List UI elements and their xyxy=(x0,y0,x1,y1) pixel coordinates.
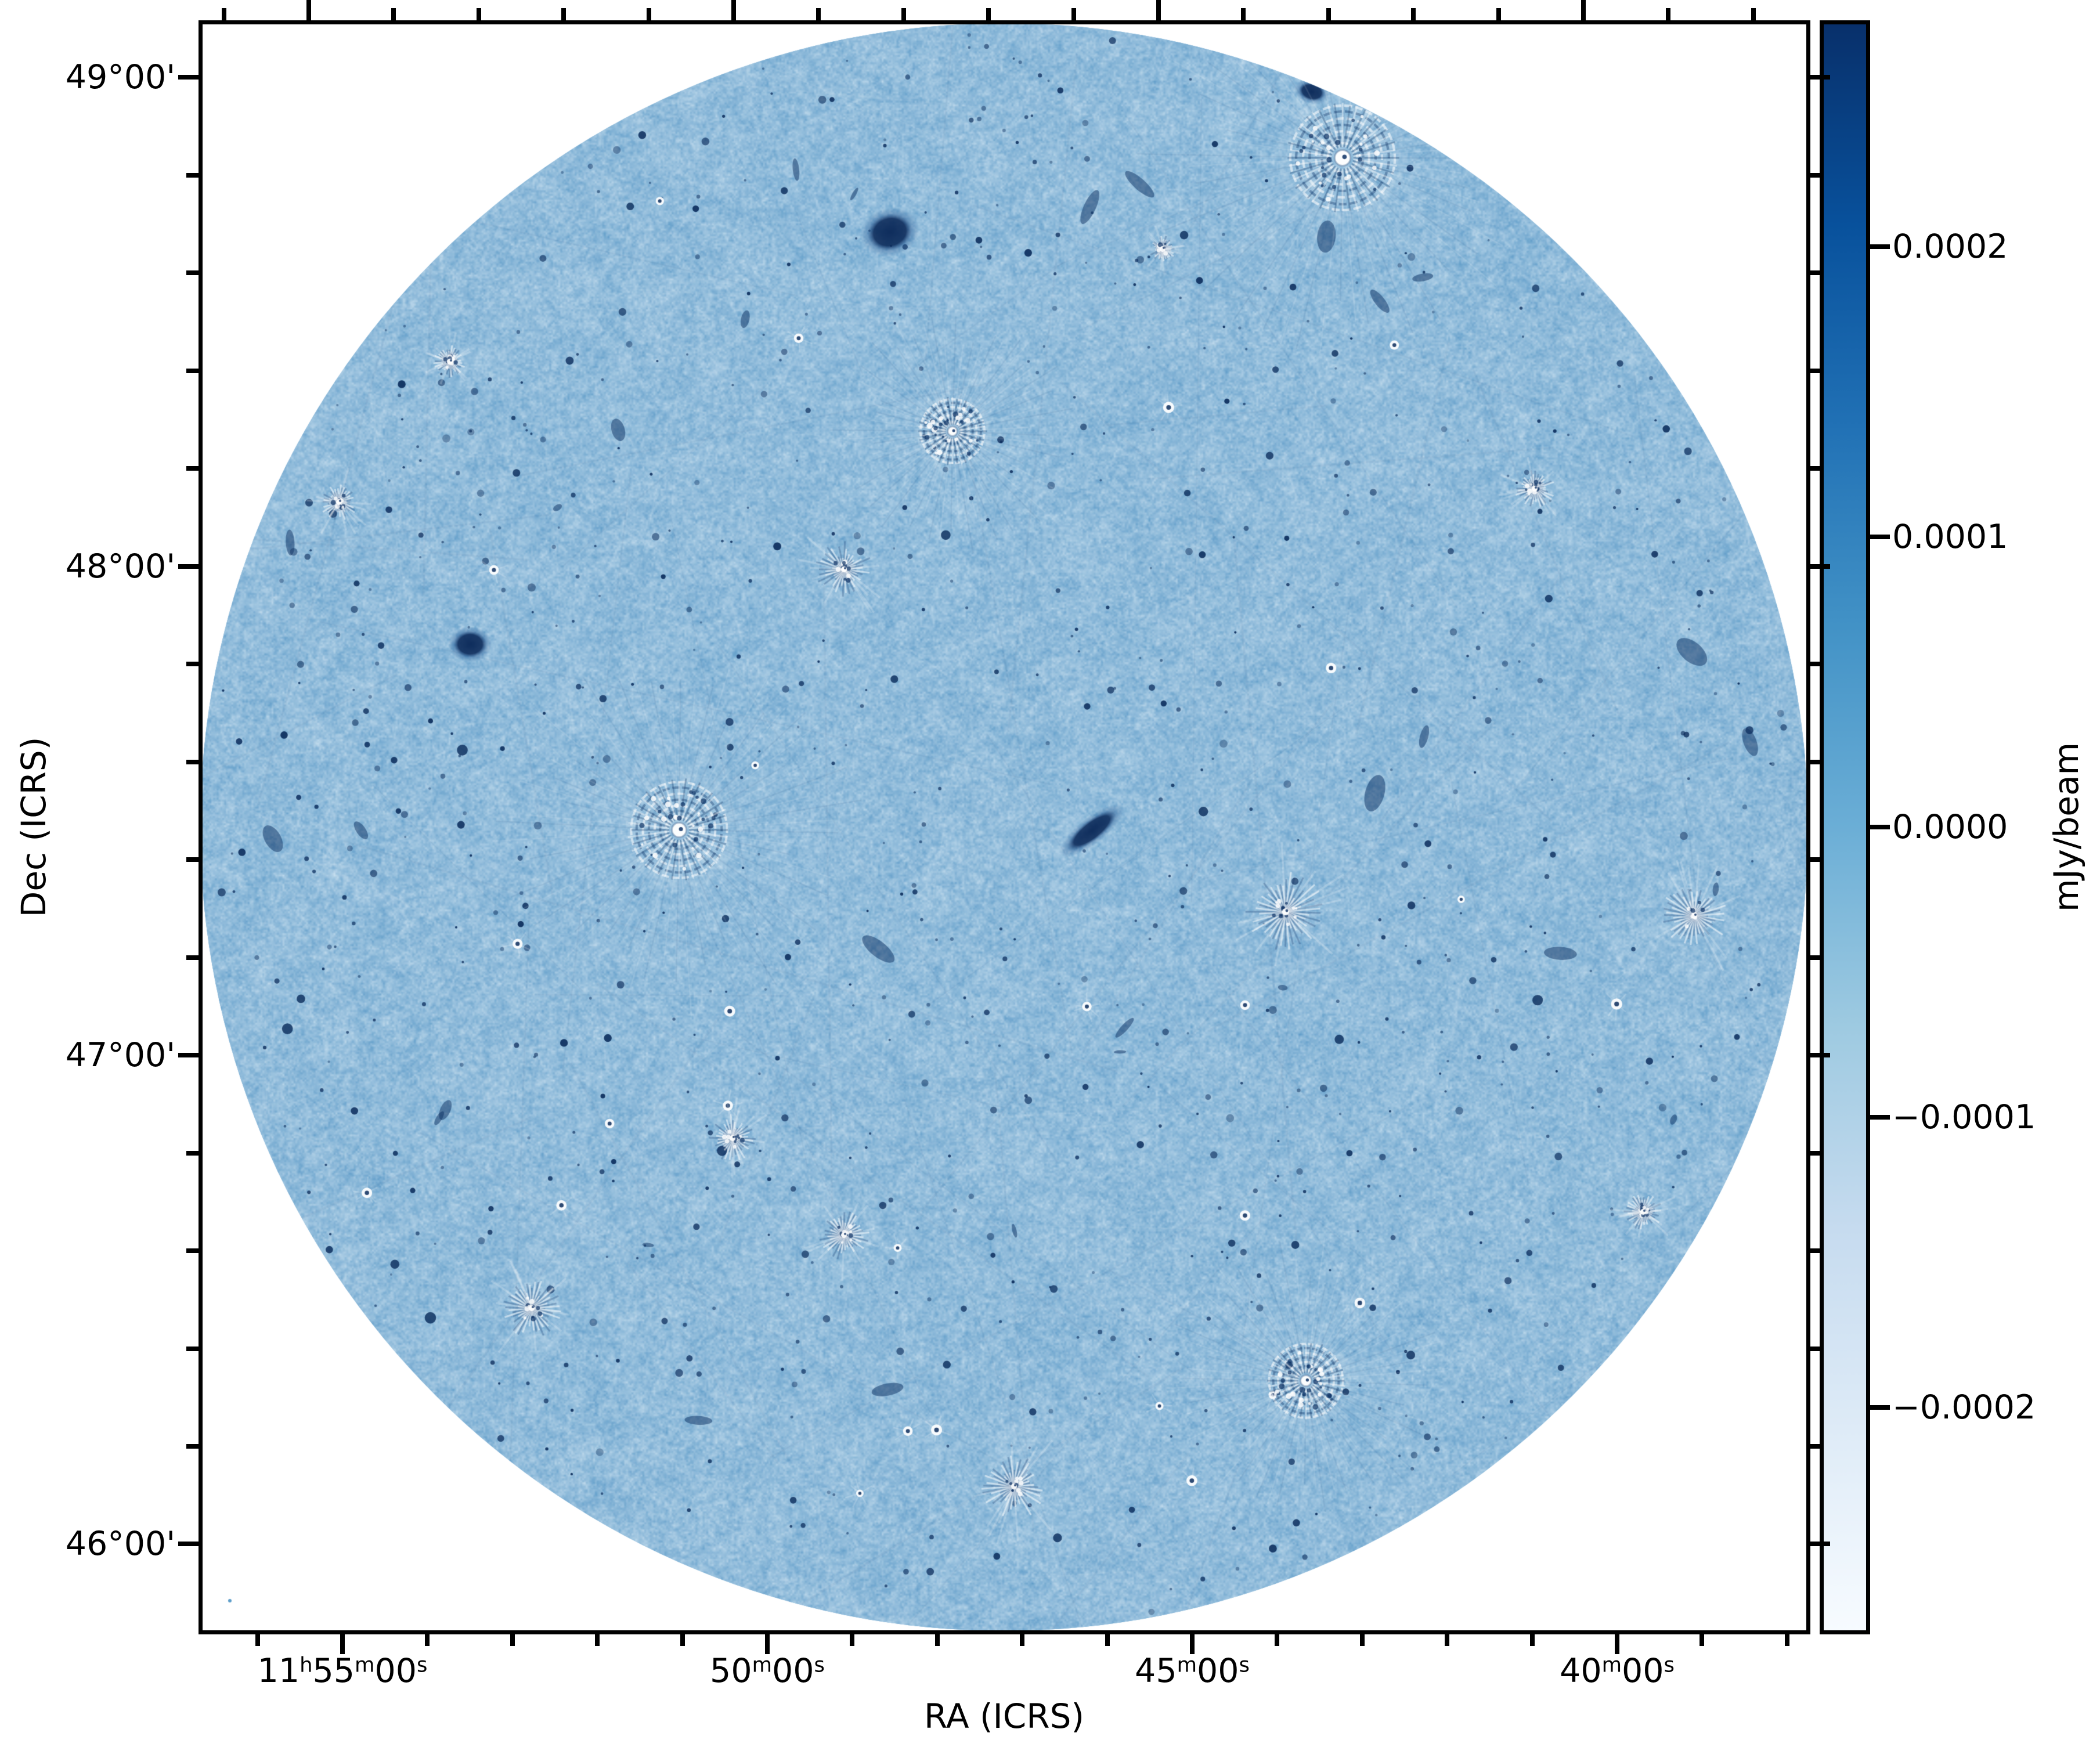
y-major-tick-left xyxy=(178,564,200,569)
y-minor-tick-right xyxy=(1808,662,1822,666)
y-minor-tick-right xyxy=(1808,466,1822,471)
x-minor-tick-bottom xyxy=(425,1632,430,1646)
x-minor-tick-top xyxy=(1071,8,1076,22)
x-minor-tick-top xyxy=(476,8,481,22)
y-minor-tick-left xyxy=(186,759,200,764)
y-tick-label: 47°00' xyxy=(65,1036,175,1074)
colorbar-tick xyxy=(1868,244,1890,249)
x-minor-tick-top xyxy=(1751,8,1756,22)
colorbar-tick-label: −0.0002 xyxy=(1892,1388,2036,1427)
y-minor-tick-right xyxy=(1808,270,1822,275)
y-major-tick-right xyxy=(1808,75,1830,80)
x-minor-tick-top xyxy=(986,8,991,22)
y-minor-tick-left xyxy=(186,662,200,666)
y-minor-tick-left xyxy=(186,1346,200,1351)
x-axis-label: RA (ICRS) xyxy=(923,1696,1085,1736)
y-minor-tick-left xyxy=(186,1444,200,1449)
x-minor-tick-top xyxy=(221,8,226,22)
y-major-tick-left xyxy=(178,1053,200,1057)
x-major-tick-bottom xyxy=(765,1632,770,1654)
x-major-tick-top xyxy=(1156,0,1161,22)
x-tick-label: 40m00s xyxy=(1560,1652,1675,1690)
x-minor-tick-bottom xyxy=(1105,1632,1110,1646)
sky-image xyxy=(200,22,1808,1632)
y-minor-tick-left xyxy=(186,172,200,178)
y-minor-tick-right xyxy=(1808,1248,1822,1253)
x-minor-tick-top xyxy=(1241,8,1246,22)
colorbar-tick-label: 0.0000 xyxy=(1892,808,2008,846)
y-major-tick-left xyxy=(178,75,200,80)
y-minor-tick-right xyxy=(1808,1444,1822,1449)
x-major-tick-top xyxy=(1581,0,1586,22)
x-major-tick-bottom xyxy=(1615,1632,1619,1654)
x-minor-tick-top xyxy=(1411,8,1416,22)
colorbar-tick-label: −0.0001 xyxy=(1892,1098,2036,1136)
y-minor-tick-right xyxy=(1808,1150,1822,1156)
x-minor-tick-bottom xyxy=(510,1632,515,1646)
colorbar-tick xyxy=(1868,1405,1890,1410)
x-minor-tick-bottom xyxy=(1359,1632,1365,1646)
x-minor-tick-bottom xyxy=(255,1632,260,1646)
x-minor-tick-bottom xyxy=(1445,1632,1450,1646)
y-major-tick-right xyxy=(1808,1542,1830,1546)
x-minor-tick-top xyxy=(901,8,906,22)
x-tick-label: 45m00s xyxy=(1135,1652,1250,1690)
y-minor-tick-right xyxy=(1808,1346,1822,1351)
x-minor-tick-bottom xyxy=(1275,1632,1280,1646)
x-major-tick-top xyxy=(731,0,736,22)
colorbar-label: mJy/beam xyxy=(2047,742,2086,912)
x-tick-label: 11h55m00s xyxy=(257,1652,428,1690)
y-minor-tick-left xyxy=(186,955,200,960)
y-axis-label: Dec (ICRS) xyxy=(14,737,53,918)
y-minor-tick-right xyxy=(1808,857,1822,862)
colorbar xyxy=(1820,20,1870,1634)
y-tick-label: 48°00' xyxy=(65,547,175,586)
x-minor-tick-bottom xyxy=(680,1632,685,1646)
colorbar-tick-label: 0.0001 xyxy=(1892,518,2008,556)
y-minor-tick-right xyxy=(1808,759,1822,764)
x-major-tick-bottom xyxy=(1190,1632,1195,1654)
y-major-tick-right xyxy=(1808,1053,1830,1057)
x-tick-label: 50m00s xyxy=(710,1652,825,1690)
y-minor-tick-left xyxy=(186,857,200,862)
y-minor-tick-left xyxy=(186,1150,200,1156)
x-major-tick-bottom xyxy=(340,1632,345,1654)
y-tick-label: 46°00' xyxy=(65,1525,175,1563)
x-minor-tick-bottom xyxy=(934,1632,940,1646)
colorbar-tick-label: 0.0002 xyxy=(1892,228,2008,266)
x-minor-tick-bottom xyxy=(1784,1632,1789,1646)
x-minor-tick-bottom xyxy=(850,1632,855,1646)
y-minor-tick-left xyxy=(186,466,200,471)
x-minor-tick-top xyxy=(1666,8,1671,22)
y-minor-tick-left xyxy=(186,1248,200,1253)
colorbar-tick xyxy=(1868,535,1890,539)
y-minor-tick-right xyxy=(1808,172,1822,178)
y-minor-tick-right xyxy=(1808,955,1822,960)
colorbar-tick xyxy=(1868,825,1890,829)
x-minor-tick-bottom xyxy=(595,1632,600,1646)
x-minor-tick-top xyxy=(561,8,567,22)
y-major-tick-left xyxy=(178,1542,200,1546)
x-major-tick-top xyxy=(306,0,311,22)
x-minor-tick-bottom xyxy=(1529,1632,1535,1646)
y-minor-tick-right xyxy=(1808,368,1822,373)
y-minor-tick-left xyxy=(186,368,200,373)
x-minor-tick-top xyxy=(1326,8,1331,22)
y-major-tick-right xyxy=(1808,564,1830,569)
y-minor-tick-left xyxy=(186,270,200,275)
y-tick-label: 49°00' xyxy=(65,58,175,96)
x-minor-tick-bottom xyxy=(1020,1632,1025,1646)
x-minor-tick-top xyxy=(646,8,651,22)
x-minor-tick-top xyxy=(816,8,821,22)
x-minor-tick-bottom xyxy=(1700,1632,1705,1646)
x-minor-tick-top xyxy=(1496,8,1501,22)
colorbar-tick xyxy=(1868,1115,1890,1120)
x-minor-tick-top xyxy=(391,8,396,22)
